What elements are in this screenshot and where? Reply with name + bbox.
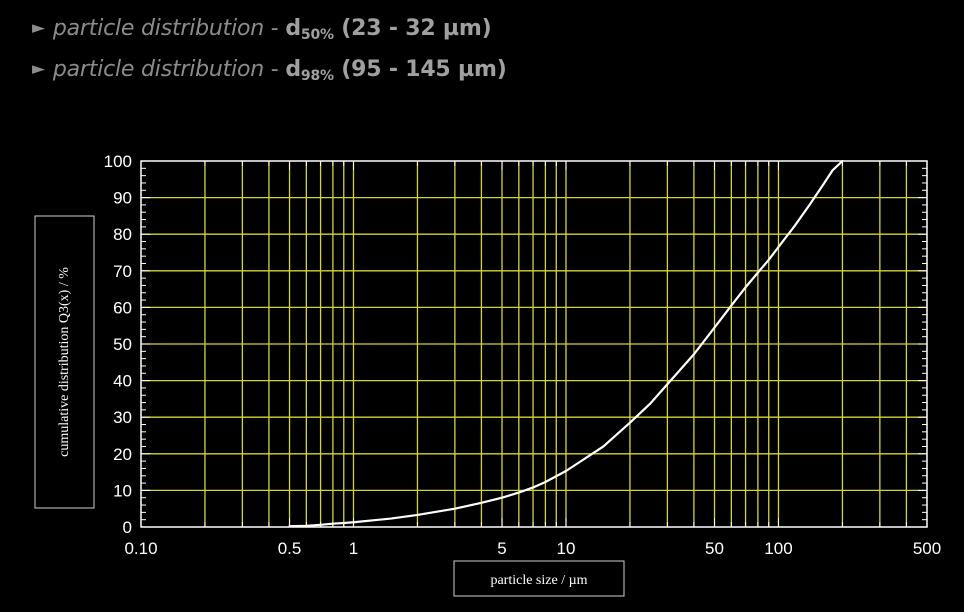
x-tick-label: 100 bbox=[764, 539, 792, 558]
y-tick-label: 100 bbox=[104, 152, 132, 171]
d-symbol: d bbox=[285, 16, 301, 41]
play-arrow-icon: ► bbox=[32, 59, 45, 79]
x-tick-label: 1 bbox=[349, 539, 358, 558]
x-tick-label: 0.10 bbox=[124, 539, 157, 558]
ylabel-box bbox=[34, 215, 95, 509]
size-range: (23 - 32 µm) bbox=[333, 16, 492, 41]
axis-ticks bbox=[140, 160, 928, 528]
y-tick-label: 30 bbox=[113, 408, 132, 427]
toggle-label: particle distribution bbox=[52, 57, 265, 82]
x-tick-label: 0.5 bbox=[278, 539, 302, 558]
axis-titles: cumulative distribution Q3(x) / % partic… bbox=[34, 215, 625, 597]
d-symbol: d bbox=[285, 57, 301, 82]
size-range: (95 - 145 µm) bbox=[333, 57, 507, 82]
x-tick-label: 5 bbox=[497, 539, 506, 558]
y-tick-label: 90 bbox=[113, 189, 132, 208]
x-tick-label: 50 bbox=[705, 539, 724, 558]
play-arrow-icon: ► bbox=[32, 18, 45, 38]
grid-lines bbox=[141, 161, 927, 527]
toggle-d98-distribution[interactable]: ► particle distribution - d98% (95 - 145 … bbox=[32, 57, 507, 84]
x-tick-label: 10 bbox=[557, 539, 576, 558]
y-tick-label: 40 bbox=[113, 372, 132, 391]
d-subscript: 50% bbox=[300, 27, 334, 43]
x-axis-label: particle size / µm bbox=[490, 573, 587, 588]
y-tick-label: 60 bbox=[113, 298, 132, 317]
y-tick-label: 10 bbox=[113, 481, 132, 500]
d-subscript: 98% bbox=[300, 68, 334, 84]
toggle-label: particle distribution bbox=[52, 16, 265, 41]
separator: - bbox=[264, 16, 286, 41]
toggle-d50-distribution[interactable]: ► particle distribution - d50% (23 - 32 µ… bbox=[32, 16, 492, 43]
curve-layer bbox=[288, 159, 844, 528]
x-tick-label: 500 bbox=[913, 539, 941, 558]
y-tick-label: 20 bbox=[113, 445, 132, 464]
y-tick-label: 80 bbox=[113, 225, 132, 244]
xlabel-box bbox=[453, 560, 625, 597]
y-tick-label: 0 bbox=[123, 518, 132, 537]
distribution-curve bbox=[288, 159, 844, 528]
separator: - bbox=[264, 57, 286, 82]
y-tick-label: 70 bbox=[113, 262, 132, 281]
y-tick-label: 50 bbox=[113, 335, 132, 354]
tick-labels: 0 10 20 30 40 50 60 70 80 90 100 0.10 0.5 1 5 10 50 100 50… bbox=[104, 152, 942, 558]
y-axis-label: cumulative distribution Q3(x) / % bbox=[57, 267, 72, 457]
